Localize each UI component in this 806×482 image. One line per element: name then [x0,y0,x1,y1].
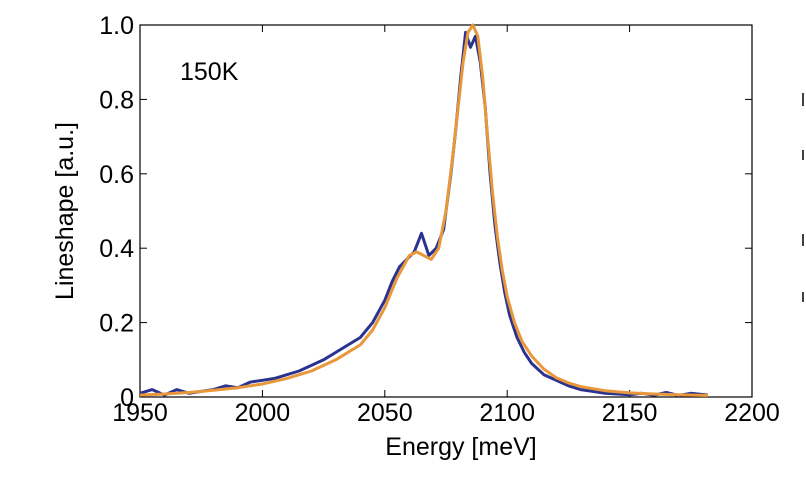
x-tick-label: 2100 [479,399,535,427]
y-tick-label: 0.2 [99,310,134,338]
fit-series-line [139,23,708,397]
x-tick-label: 1950 [112,399,168,427]
y-tick-label: 1.0 [99,12,134,40]
x-tick-label: 2050 [357,399,413,427]
series-layer [139,23,709,397]
annotation-temperature: 150K [180,58,239,86]
x-axis-label: Energy [meV] [385,433,536,461]
x-tick-label: 2150 [602,399,658,427]
y-tick-label: 0.6 [99,161,134,189]
x-tick-label: 2000 [235,399,291,427]
y-axis-label: Lineshape [a.u.] [51,122,79,300]
y-tick-label: 0.4 [99,235,134,263]
x-tick-label: 2200 [724,399,780,427]
y-tick-label: 0.8 [99,86,134,114]
tick-labels: 1950 2000 2050 2100 2150 2200 0 0.2 0.4 0.6 0.8 1.0 [99,12,780,427]
y-tick-label: 0 [120,384,134,412]
right-edge-strip [780,0,806,482]
